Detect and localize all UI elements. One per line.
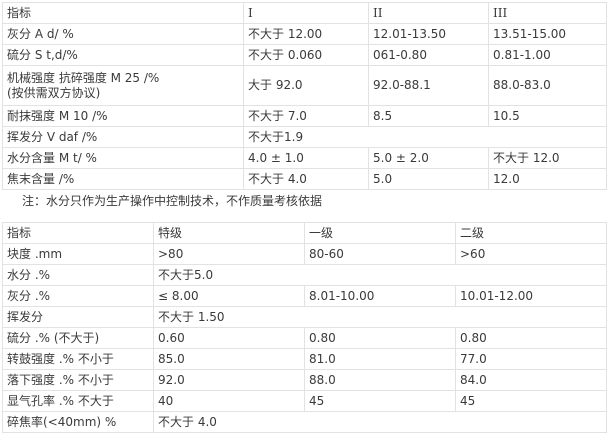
- table-row: 块度 .mm >80 80-60 >60: [2, 243, 607, 265]
- table-row: 硫分 .% (不大于) 0.60 0.80 0.80: [2, 327, 607, 349]
- table-row: 挥发分 V daf /% 不大于1.9: [2, 126, 607, 148]
- header-cell: 指标: [2, 2, 244, 24]
- row-label: 硫分 S t,d/%: [2, 44, 244, 66]
- cell: 4.0 ± 1.0: [243, 147, 369, 169]
- header-cell: III: [488, 2, 607, 24]
- cell: 92.0-88.1: [368, 65, 489, 106]
- header-cell: 指标: [2, 222, 154, 244]
- table-row: 水分 .% 不大于5.0: [2, 264, 607, 286]
- cell: 92.0: [153, 369, 305, 391]
- cell: 13.51-15.00: [488, 23, 607, 45]
- cell: 12.01-13.50: [368, 23, 489, 45]
- table-row: 碎焦率(<40mm) % 不大于 4.0: [2, 411, 607, 433]
- table-row: 机械强度 抗碎强度 M 25 /% (按供需双方协议) 大于 92.0 92.0-…: [2, 65, 607, 106]
- row-label: 水分 .%: [2, 264, 154, 286]
- cell: 不大于1.9: [243, 126, 607, 148]
- cell: 88.0: [304, 369, 456, 391]
- cell: 061-0.80: [368, 44, 489, 66]
- table-row: 显气孔率 .% 不大于 40 45 45: [2, 390, 607, 412]
- table-row: 落下强度 .% 不小于 92.0 88.0 84.0: [2, 369, 607, 391]
- cell: 8.5: [368, 105, 489, 127]
- row-label: 耐抹强度 M 10 /%: [2, 105, 244, 127]
- cell: 45: [304, 390, 456, 412]
- cell: 40: [153, 390, 305, 412]
- table-row: 灰分 .% ≤ 8.00 8.01-10.00 10.01-12.00: [2, 285, 607, 307]
- row-label: 机械强度 抗碎强度 M 25 /% (按供需双方协议): [2, 65, 244, 106]
- table-header-row: 指标 特级 一级 二级: [2, 222, 607, 244]
- row-label: 焦末含量 /%: [2, 168, 244, 190]
- row-label: 碎焦率(<40mm) %: [2, 411, 154, 433]
- cell: 77.0: [455, 348, 607, 370]
- table-row: 灰分 A d/ % 不大于 12.00 12.01-13.50 13.51-15…: [2, 23, 607, 45]
- row-label: 转鼓强度 .% 不小于: [2, 348, 154, 370]
- cell: 10.5: [488, 105, 607, 127]
- table-note: 注：水分只作为生产操作中控制技术，不作质量考核依据: [22, 194, 323, 208]
- cell: >80: [153, 243, 305, 265]
- cell: ≤ 8.00: [153, 285, 305, 307]
- row-label: 挥发分: [2, 306, 154, 328]
- table-row: 硫分 S t,d/% 不大于 0.060 061-0.80 0.81-1.00: [2, 44, 607, 66]
- row-label: 显气孔率 .% 不大于: [2, 390, 154, 412]
- row-label: 灰分 A d/ %: [2, 23, 244, 45]
- cell: 88.0-83.0: [488, 65, 607, 106]
- row-label: 块度 .mm: [2, 243, 154, 265]
- row-label: 挥发分 V daf /%: [2, 126, 244, 148]
- row-label: 灰分 .%: [2, 285, 154, 307]
- cell: 5.0: [368, 168, 489, 190]
- cell: 81.0: [304, 348, 456, 370]
- header-cell: I: [243, 2, 369, 24]
- table-row: 焦末含量 /% 不大于 4.0 5.0 12.0: [2, 168, 607, 190]
- cell: 45: [455, 390, 607, 412]
- cell: 不大于 4.0: [243, 168, 369, 190]
- table-row: 耐抹强度 M 10 /% 不大于 7.0 8.5 10.5: [2, 105, 607, 127]
- row-label-line: 机械强度 抗碎强度 M 25 /%: [7, 70, 160, 85]
- header-cell: 一级: [304, 222, 456, 244]
- cell: 12.0: [488, 168, 607, 190]
- cell: 0.60: [153, 327, 305, 349]
- coke-grade-table-2: 指标 特级 一级 二级 块度 .mm >80 80-60 >60 水分 .% 不…: [2, 222, 607, 433]
- table-header-row: 指标 I II III: [2, 2, 607, 24]
- cell: 10.01-12.00: [455, 285, 607, 307]
- row-label: 硫分 .% (不大于): [2, 327, 154, 349]
- cell: 不大于 7.0: [243, 105, 369, 127]
- cell: 8.01-10.00: [304, 285, 456, 307]
- row-label: 落下强度 .% 不小于: [2, 369, 154, 391]
- cell: >60: [455, 243, 607, 265]
- table-row: 水分含量 M t/ % 4.0 ± 1.0 5.0 ± 2.0 不大于 12.0: [2, 147, 607, 169]
- cell: 0.80: [304, 327, 456, 349]
- cell: 不大于 12.0: [488, 147, 607, 169]
- header-cell: 特级: [153, 222, 305, 244]
- cell: 0.80: [455, 327, 607, 349]
- table-row: 挥发分 不大于 1.50: [2, 306, 607, 328]
- cell: 不大于 1.50: [153, 306, 607, 328]
- cell: 不大于 12.00: [243, 23, 369, 45]
- cell: 0.81-1.00: [488, 44, 607, 66]
- cell: 不大于 0.060: [243, 44, 369, 66]
- cell: 85.0: [153, 348, 305, 370]
- cell: 大于 92.0: [243, 65, 369, 106]
- header-cell: II: [368, 2, 489, 24]
- header-cell: 二级: [455, 222, 607, 244]
- cell: 不大于5.0: [153, 264, 607, 286]
- row-label-line: (按供需双方协议): [7, 85, 101, 100]
- row-label: 水分含量 M t/ %: [2, 147, 244, 169]
- cell: 5.0 ± 2.0: [368, 147, 489, 169]
- coke-grade-table-1: 指标 I II III 灰分 A d/ % 不大于 12.00 12.01-13…: [2, 2, 607, 190]
- table-row: 转鼓强度 .% 不小于 85.0 81.0 77.0: [2, 348, 607, 370]
- cell: 80-60: [304, 243, 456, 265]
- cell: 不大于 4.0: [153, 411, 607, 433]
- cell: 84.0: [455, 369, 607, 391]
